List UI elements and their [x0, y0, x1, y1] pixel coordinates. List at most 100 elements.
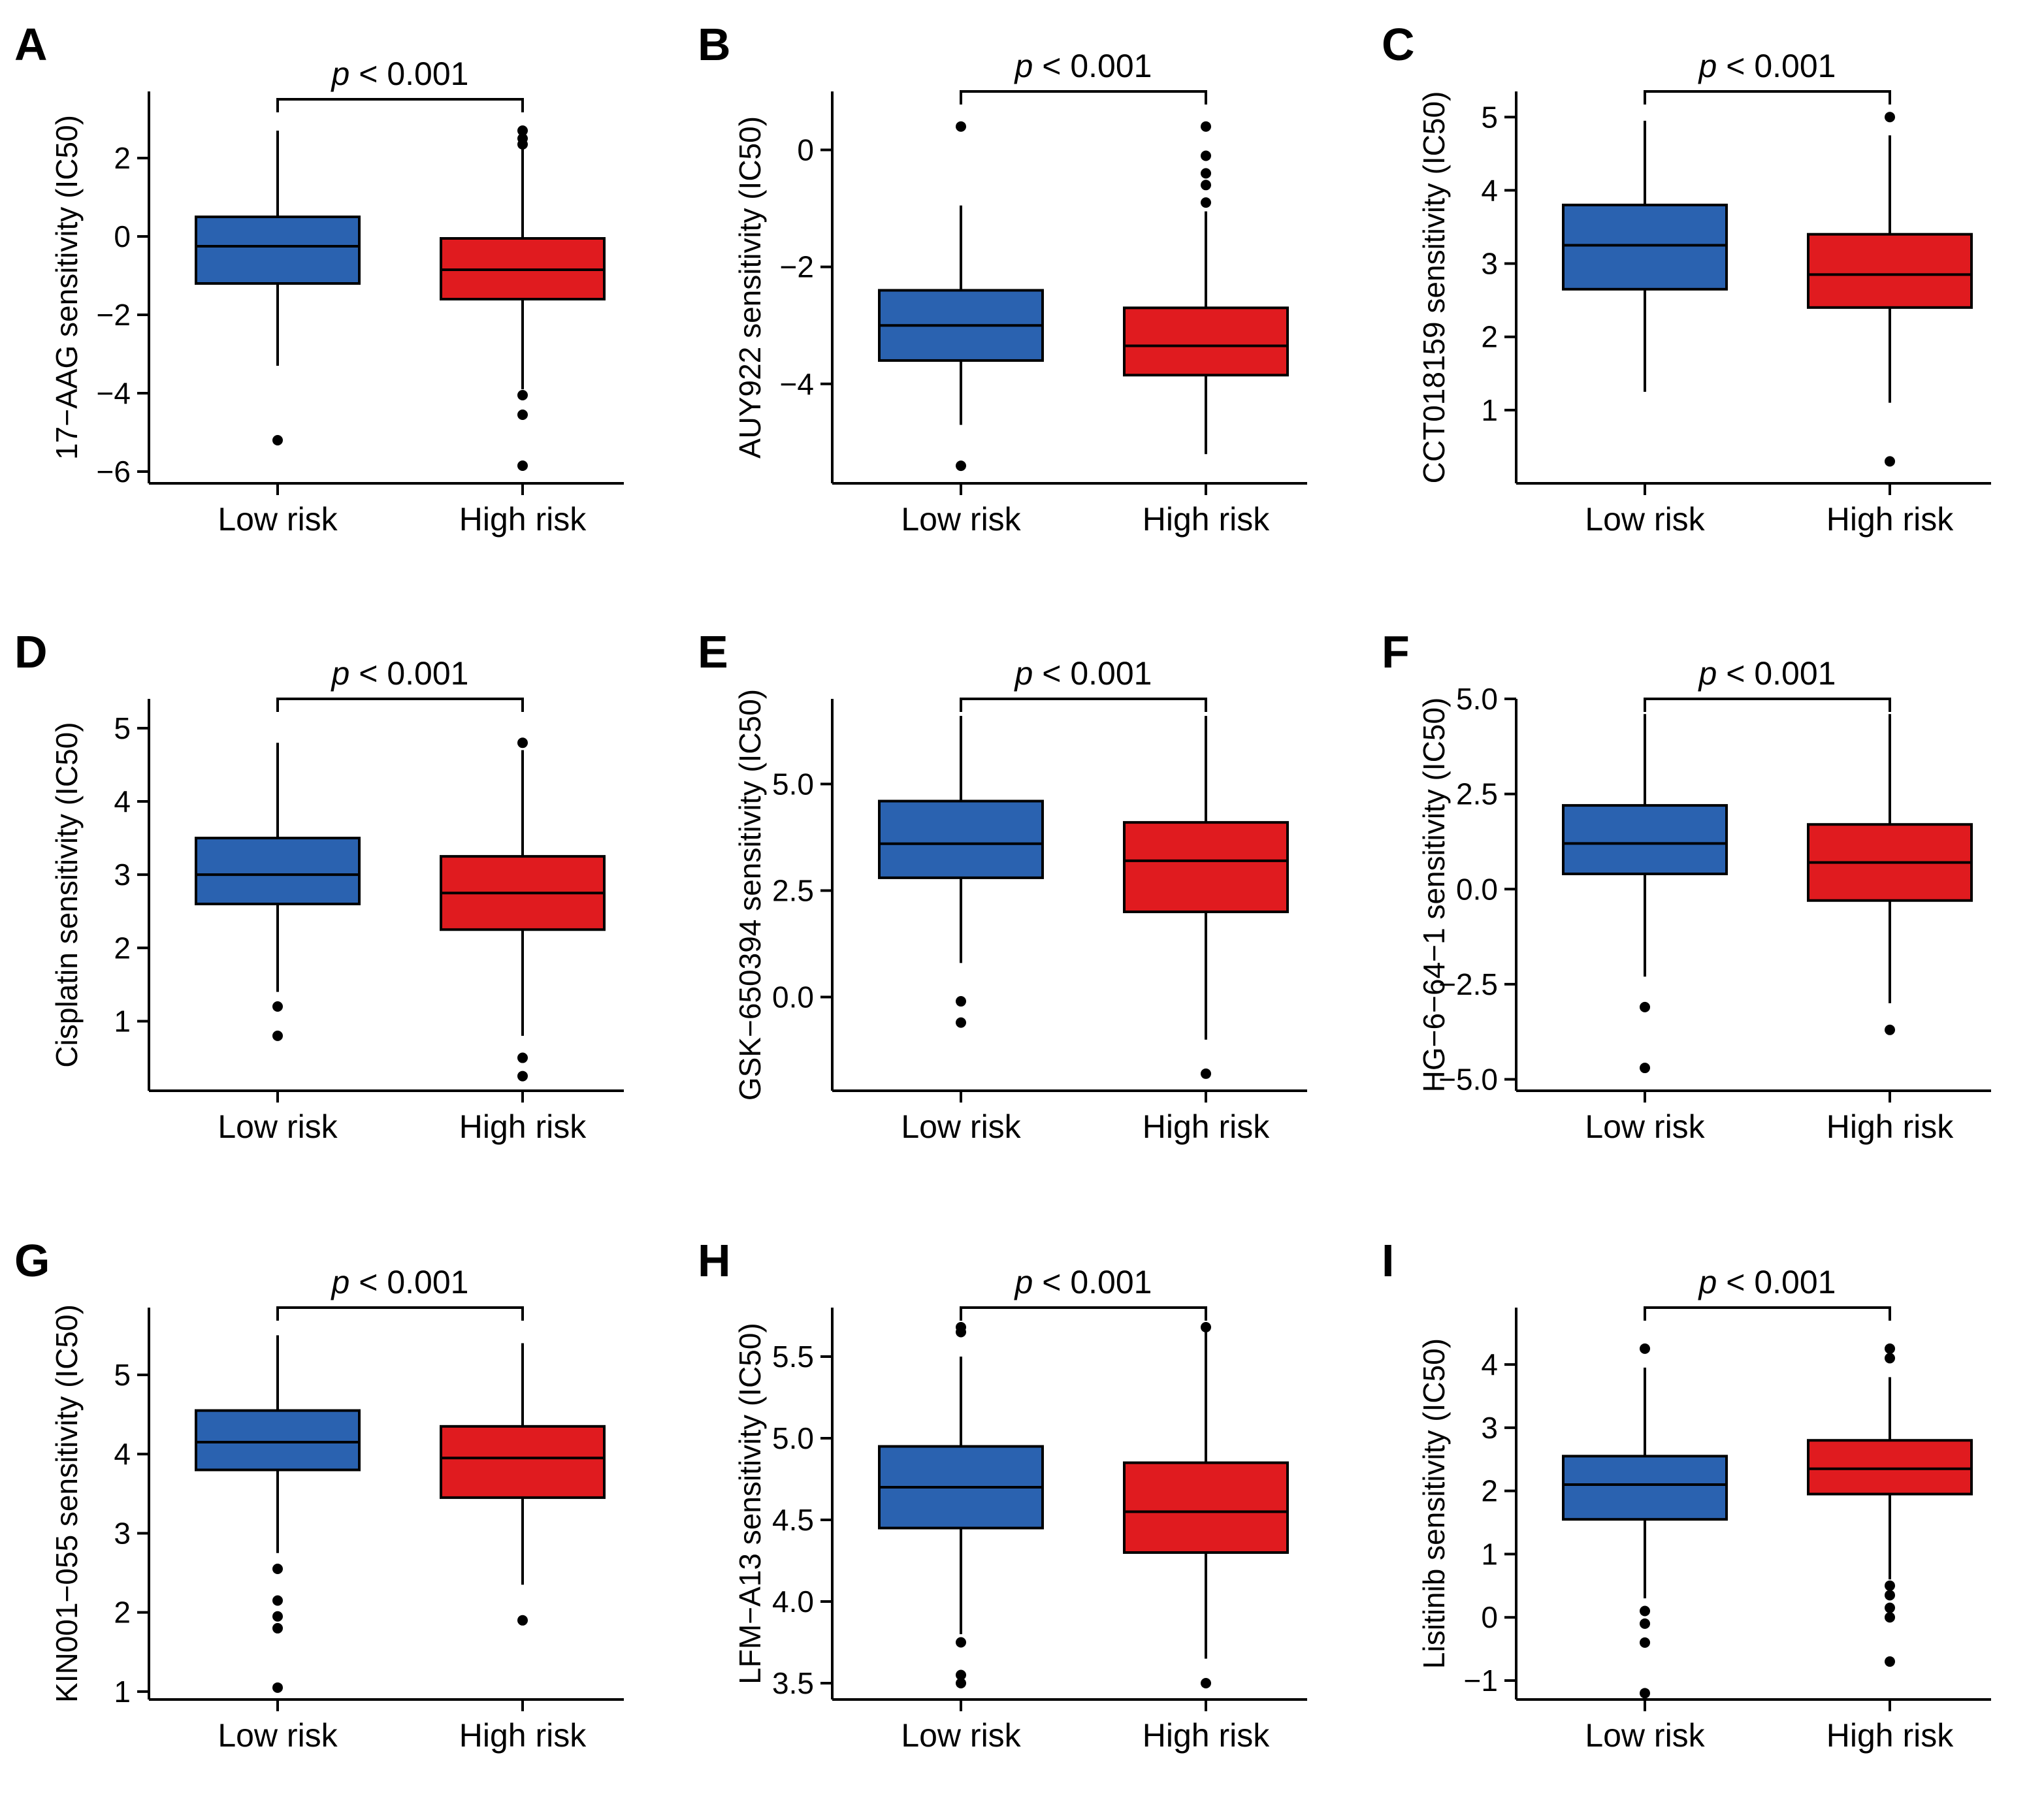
- outlier-point: [1885, 456, 1895, 467]
- y-tick-label: 0.0: [772, 980, 814, 1014]
- box-low-risk: [195, 743, 361, 1041]
- outlier-point: [517, 390, 528, 400]
- y-tick-label: 0: [1481, 1600, 1498, 1634]
- y-tick-label: 2.5: [1456, 777, 1498, 811]
- iqr-box: [1562, 1455, 1728, 1521]
- y-tick-label: 4: [1481, 1347, 1498, 1381]
- y-tick-label: 0: [797, 133, 814, 167]
- outlier-point: [1885, 1656, 1895, 1667]
- iqr-box: [1123, 306, 1289, 377]
- box-high-risk: [440, 737, 606, 1082]
- x-tick-label: High risk: [459, 501, 587, 538]
- p-threshold: < 0.001: [1033, 48, 1152, 84]
- outlier-point: [1201, 150, 1211, 161]
- y-tick-label: 1: [1481, 393, 1498, 427]
- y-tick-label: 1: [114, 1004, 131, 1038]
- outlier-point: [272, 1611, 283, 1622]
- y-tick-label: −4: [97, 376, 131, 410]
- x-tick-label: Low risk: [218, 501, 338, 538]
- p-threshold: < 0.001: [1033, 1264, 1152, 1300]
- p-value-label: p < 0.001: [1698, 655, 1836, 692]
- box-high-risk: [440, 1343, 606, 1626]
- y-axis-title: LFM−A13 sensitivity (IC50): [733, 1323, 767, 1684]
- y-tick-label: −2: [780, 250, 814, 284]
- y-tick-label: 1: [114, 1675, 131, 1709]
- box-high-risk: [1807, 112, 1973, 467]
- y-axis-title: AUY922 sensitivity (IC50): [733, 116, 767, 459]
- p-value-label: p < 0.001: [1014, 48, 1152, 84]
- outlier-point: [1201, 1068, 1211, 1079]
- outlier-point: [1201, 180, 1211, 191]
- p-symbol: p: [1014, 48, 1033, 84]
- y-tick-label: −4: [780, 367, 814, 401]
- y-axis-title: Cisplatin sensitivity (IC50): [50, 722, 84, 1067]
- box-high-risk: [440, 125, 606, 471]
- outlier-point: [956, 1678, 966, 1688]
- panel-d: D Cisplatin sensitivity (IC50) 5 4 3 2 1 Low ri…: [0, 607, 679, 1195]
- y-tick-label: 2: [114, 1596, 131, 1630]
- y-tick-label: 4: [114, 1437, 131, 1471]
- box-high-risk: [1807, 714, 1973, 1035]
- y-tick-label: 2: [114, 931, 131, 965]
- x-tick-label: High risk: [1143, 501, 1270, 538]
- y-tick-label: 2: [114, 141, 131, 175]
- y-tick-label: 5.0: [1456, 682, 1498, 716]
- box-low-risk: [195, 131, 361, 445]
- outlier-point: [1201, 1678, 1211, 1688]
- p-symbol: p: [1698, 1264, 1717, 1300]
- iqr-box: [195, 1409, 361, 1472]
- y-tick-label: 4: [1481, 173, 1498, 207]
- outlier-point: [956, 121, 966, 132]
- box-low-risk: [1562, 714, 1728, 1074]
- y-axis-title: Lisitinib sensitivity (IC50): [1417, 1338, 1451, 1669]
- bracket-line: [960, 698, 1207, 712]
- panel-letter: H: [698, 1235, 731, 1286]
- outlier-point: [1640, 1001, 1650, 1012]
- x-tick-label: High risk: [1143, 1717, 1270, 1754]
- outlier-point: [517, 737, 528, 749]
- y-axis-title: CCT018159 sensitivity (IC50): [1417, 91, 1451, 484]
- iqr-box: [1123, 821, 1289, 914]
- panel-letter: E: [698, 626, 728, 677]
- boxplot-chart: A 17−AAG sensitivity (IC50) 2 0 −2 −4 −6 Low ri…: [14, 19, 624, 538]
- outlier-point: [1885, 1580, 1895, 1591]
- outlier-point: [1885, 1353, 1895, 1364]
- outlier-point: [517, 1071, 528, 1082]
- y-axis-title: 17−AAG sensitivity (IC50): [50, 115, 84, 460]
- outlier-point: [1640, 1063, 1650, 1074]
- outlier-point: [517, 460, 528, 471]
- iqr-box: [440, 1425, 606, 1499]
- iqr-box: [1807, 1439, 1973, 1496]
- p-symbol: p: [331, 56, 350, 92]
- outlier-point: [1885, 1602, 1895, 1613]
- y-tick-label: 5.0: [772, 767, 814, 801]
- bracket-line: [276, 98, 524, 112]
- box-low-risk: [878, 121, 1044, 472]
- outlier-point: [272, 1622, 283, 1634]
- y-tick-label: −5.0: [1438, 1063, 1498, 1097]
- iqr-box: [1807, 233, 1973, 309]
- panel-g: G KIN001−055 sensitivity (IC50) 5 4 3 2 1 Low r…: [0, 1216, 679, 1804]
- y-axis-title: HG−6−64−1 sensitivity (IC50): [1417, 698, 1451, 1093]
- outlier-point: [1885, 1024, 1895, 1035]
- box-low-risk: [1562, 120, 1728, 392]
- x-tick-label: Low risk: [218, 1717, 338, 1754]
- box-low-risk: [1562, 1343, 1728, 1699]
- p-threshold: < 0.001: [1033, 655, 1152, 692]
- x-tick-label: Low risk: [1585, 501, 1705, 538]
- outlier-point: [956, 1669, 966, 1681]
- box-high-risk: [1123, 716, 1289, 1079]
- outlier-point: [517, 139, 528, 150]
- y-tick-label: 3: [1481, 1411, 1498, 1445]
- bracket-line: [960, 90, 1207, 105]
- x-tick-label: High risk: [1826, 1717, 1954, 1754]
- outlier-point: [272, 1595, 283, 1606]
- outlier-point: [272, 1564, 283, 1574]
- bracket-line: [1644, 1306, 1891, 1321]
- y-axis-title: KIN001−055 sensitivity (IC50): [50, 1304, 84, 1703]
- p-value-label: p < 0.001: [1698, 1264, 1836, 1300]
- panel-h: H LFM−A13 sensitivity (IC50) 5.5 5.0 4.5 4.0 3…: [683, 1216, 1363, 1804]
- outlier-point: [956, 1327, 966, 1338]
- outlier-point: [1640, 1688, 1650, 1699]
